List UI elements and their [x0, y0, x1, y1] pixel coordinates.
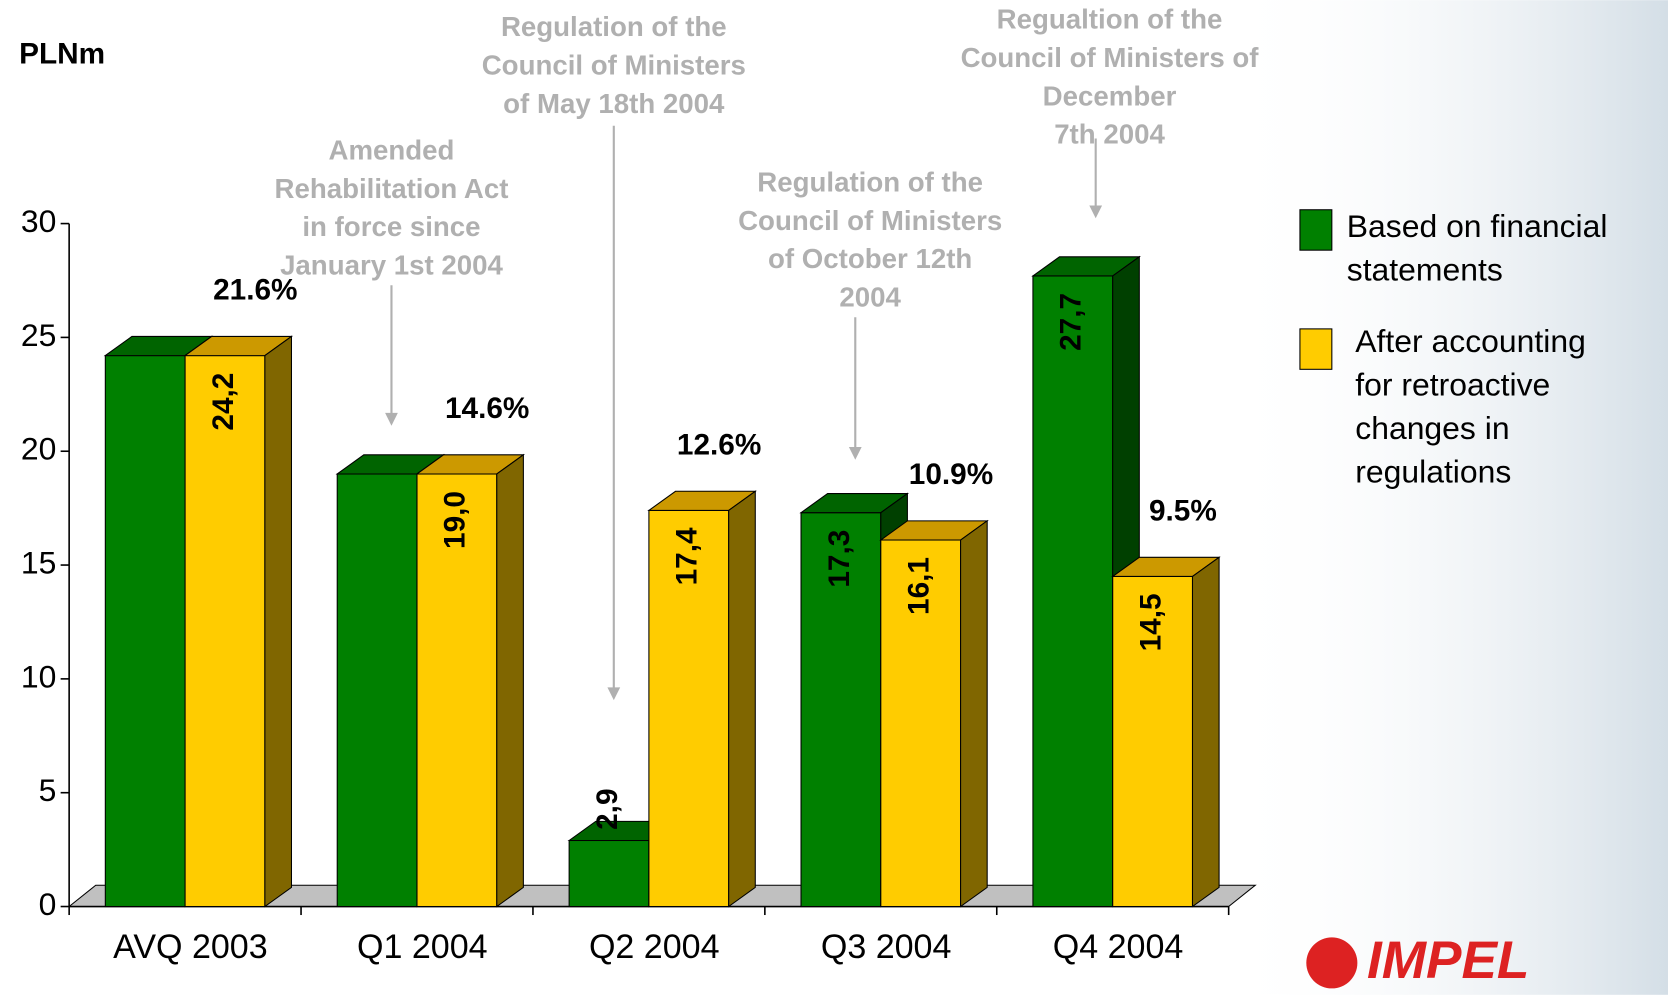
- value-label: 24,2: [207, 373, 240, 431]
- legend-swatch: [1299, 328, 1333, 370]
- note-text: in force since: [302, 211, 480, 242]
- bar-front: [336, 473, 418, 908]
- note-text: January 1st 2004: [280, 249, 503, 280]
- y-tick-label: 5: [39, 772, 57, 808]
- bar: [879, 519, 989, 908]
- x-tick-label: AVQ 2003: [113, 928, 268, 966]
- value-label: 14,5: [1134, 593, 1167, 651]
- bar-front: [1032, 275, 1114, 908]
- bar-front: [648, 509, 730, 908]
- bar-side: [1191, 556, 1220, 908]
- x-tick-label: Q4 2004: [1053, 928, 1184, 966]
- value-label: 19,0: [439, 491, 472, 549]
- share-label: 14.6%: [445, 392, 529, 425]
- value-label: 16,1: [903, 557, 936, 615]
- note-arrowhead: [607, 687, 621, 701]
- y-tick-label: 10: [21, 658, 57, 694]
- x-tick-label: Q2 2004: [589, 928, 720, 966]
- legend-label: Based on financial statements: [1347, 208, 1617, 288]
- x-tick-label: Q3 2004: [821, 928, 952, 966]
- logo-mark: [1306, 937, 1358, 989]
- note-text: Council of Ministers of: [961, 42, 1260, 73]
- note-text: Council of Ministers: [482, 49, 746, 80]
- bar-side: [960, 519, 988, 908]
- y-tick-label: 25: [21, 317, 57, 353]
- bar-front: [416, 473, 498, 908]
- note-text: Council of Ministers: [738, 205, 1002, 236]
- bar-front: [1112, 575, 1194, 908]
- bar-front: [568, 839, 650, 908]
- bar-front: [184, 355, 266, 908]
- share-label: 10.9%: [909, 458, 993, 491]
- note-text: 7th 2004: [1054, 119, 1165, 150]
- bar: [183, 335, 294, 908]
- bar-side: [496, 453, 524, 908]
- logo-text: IMPEL: [1367, 931, 1529, 990]
- y-tick-label: 15: [21, 544, 57, 580]
- note-text: of October 12th: [768, 243, 972, 274]
- x-tick-label: Q1 2004: [357, 928, 488, 966]
- share-label: 12.6%: [677, 428, 761, 461]
- bar: [1111, 556, 1221, 908]
- y-tick-label: 20: [21, 431, 57, 467]
- y-axis-label: PLNm: [19, 37, 105, 70]
- bar-side: [728, 490, 756, 908]
- share-label: 9.5%: [1149, 494, 1217, 527]
- bar: [647, 490, 757, 908]
- y-tick-label: 0: [39, 886, 57, 922]
- note-arrowhead: [848, 446, 862, 460]
- note-text: December: [1043, 80, 1177, 111]
- legend-label: After accounting for retroactive changes…: [1355, 323, 1594, 490]
- value-label: 17,4: [671, 527, 704, 585]
- note-text: Regulation of the: [501, 11, 727, 42]
- note-text: Rehabilitation Act: [275, 173, 509, 204]
- background-texture: [1223, 0, 1668, 995]
- bar-side: [264, 335, 293, 908]
- note-arrowhead: [385, 412, 398, 426]
- y-tick-label: 30: [21, 203, 57, 239]
- note-text: Regulation of the: [757, 167, 983, 198]
- value-label: 2,9: [591, 788, 624, 829]
- share-label: 21.6%: [213, 274, 297, 307]
- bar-front: [880, 539, 962, 908]
- logo: IMPEL: [1306, 931, 1529, 990]
- bar-front: [104, 355, 186, 908]
- value-label: 27,7: [1055, 293, 1088, 351]
- note-text: Regualtion of the: [997, 4, 1223, 35]
- note-text: of May 18th 2004: [503, 88, 725, 119]
- note-arrowhead: [1089, 205, 1103, 219]
- note-text: 2004: [839, 281, 901, 312]
- bar: [415, 453, 526, 908]
- note-text: Amended: [329, 135, 455, 166]
- value-label: 17,3: [823, 530, 856, 588]
- legend-swatch: [1299, 209, 1333, 251]
